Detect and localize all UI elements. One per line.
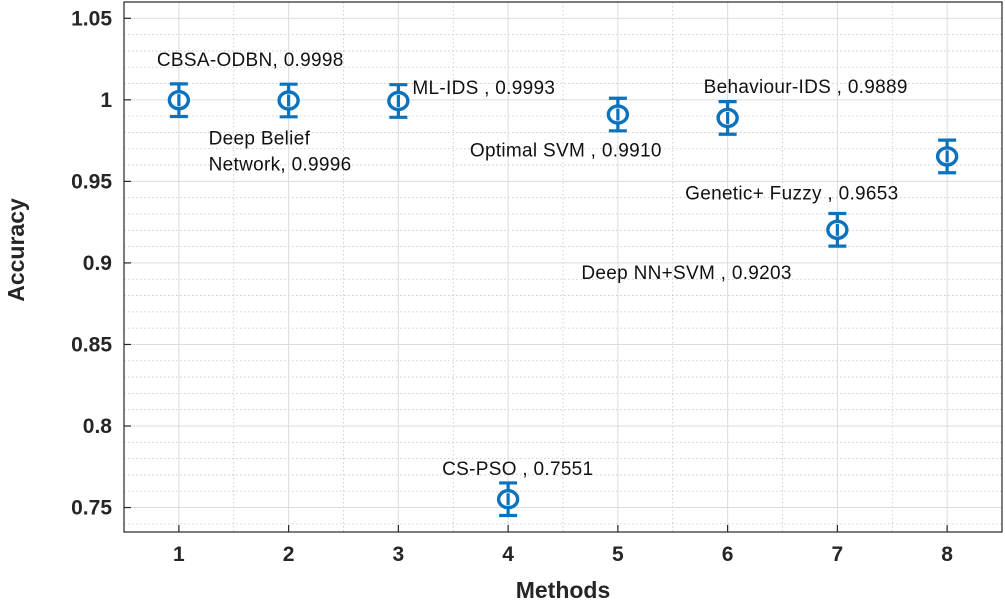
data-point — [826, 211, 849, 248]
plot-frame — [123, 1, 1003, 533]
point-annotation: Behaviour-IDS , 0.9889 — [704, 77, 908, 98]
point-annotation: CBSA-ODBN, 0.9998 — [157, 50, 344, 71]
point-annotation: Optimal SVM , 0.9910 — [470, 141, 662, 162]
point-annotation: Deep Belief Network, 0.9996 — [209, 128, 352, 175]
x-axis-label: Methods — [516, 577, 611, 603]
y-tick-label: 0.95 — [71, 170, 112, 193]
data-point — [935, 138, 959, 175]
tick-labels: 0.75 0.8 0.85 0.9 0.95 1 1.05 1 2 3 4 5 6 7 8 — [71, 7, 953, 566]
data-markers — [167, 82, 959, 518]
y-tick-label: 0.85 — [71, 333, 112, 356]
data-point — [606, 96, 630, 133]
point-annotation: CS-PSO , 0.7551 — [442, 459, 593, 480]
data-point — [716, 100, 739, 136]
point-annotation: ML-IDS , 0.9993 — [412, 78, 555, 99]
data-point — [387, 83, 410, 119]
y-axis-label: Accuracy — [3, 198, 29, 302]
annotation-line: Deep Belief — [209, 128, 311, 149]
x-tick-label: 8 — [941, 543, 953, 566]
y-tick-label: 0.8 — [83, 415, 113, 438]
y-tick-label: 0.9 — [83, 252, 112, 275]
x-tick-label: 5 — [612, 543, 624, 566]
x-tick-label: 6 — [722, 543, 734, 566]
x-tick-label: 1 — [173, 543, 185, 566]
y-tick-label: 0.75 — [71, 497, 112, 520]
data-point — [496, 481, 520, 518]
annotation-line: Network, 0.9996 — [209, 154, 352, 175]
y-tick-label: 1.05 — [71, 7, 112, 30]
axis-ticks — [124, 17, 948, 532]
x-tick-label: 2 — [283, 543, 295, 566]
x-tick-label: 7 — [832, 543, 844, 566]
data-annotations: CBSA-ODBN, 0.9998 Deep Belief Network, 0.9… — [157, 50, 908, 480]
data-point — [167, 82, 191, 119]
data-point — [277, 82, 300, 119]
point-annotation: Genetic+ Fuzzy , 0.9653 — [685, 183, 898, 204]
x-tick-label: 3 — [393, 543, 405, 566]
point-annotation: Deep NN+SVM , 0.9203 — [581, 263, 791, 284]
x-tick-label: 4 — [502, 543, 514, 566]
y-tick-label: 1 — [100, 89, 112, 112]
